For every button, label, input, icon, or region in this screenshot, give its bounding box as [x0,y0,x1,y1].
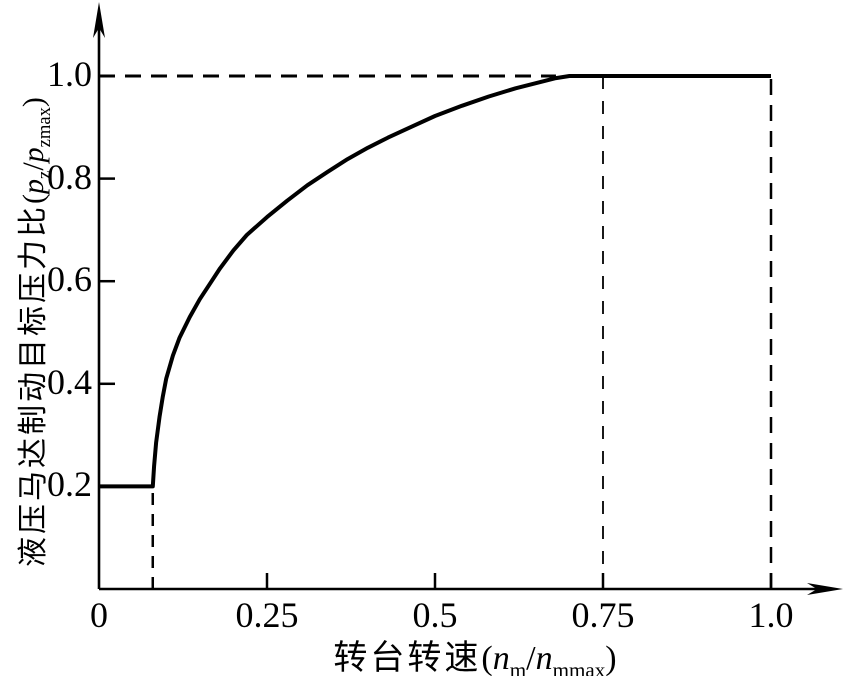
x-tick-label: 0.25 [235,595,299,635]
x-axis-title-open-paren: ( [481,640,493,676]
y-axis-arrow-icon [93,2,105,38]
x-tick-label: 0.75 [571,595,635,635]
x-axis-title-close-paren: ) [605,640,617,676]
x-tick-label: 1.0 [748,595,794,635]
x-axis-var-nm: n [492,640,510,676]
x-axis-sub-m: m [509,657,527,676]
x-tick-label: 0.5 [412,595,458,635]
x-axis-arrow-icon [807,583,843,595]
x-axis-title: 转台转速(nm/nmmax) [290,630,660,676]
y-axis-title-close-paren: ) [17,97,50,108]
x-axis-sub-mmax: mmax [552,657,606,676]
curve-brake-target-pressure-ratio-curve [99,74,771,489]
y-tick-label: 0.4 [47,361,92,402]
x-axis-slash: / [526,640,536,676]
y-tick-label: 0.2 [47,464,92,505]
y-tick-label: 0.8 [47,156,92,197]
y-tick-label: 1.0 [47,54,92,94]
x-tick-label: 0 [90,595,108,635]
x-axis-title-text: 转台转速 [333,640,482,676]
x-axis-var-nmmax: n [535,640,553,676]
y-axis-sub-zmax: zmax [34,107,55,148]
y-tick-label: 0.6 [47,259,92,300]
